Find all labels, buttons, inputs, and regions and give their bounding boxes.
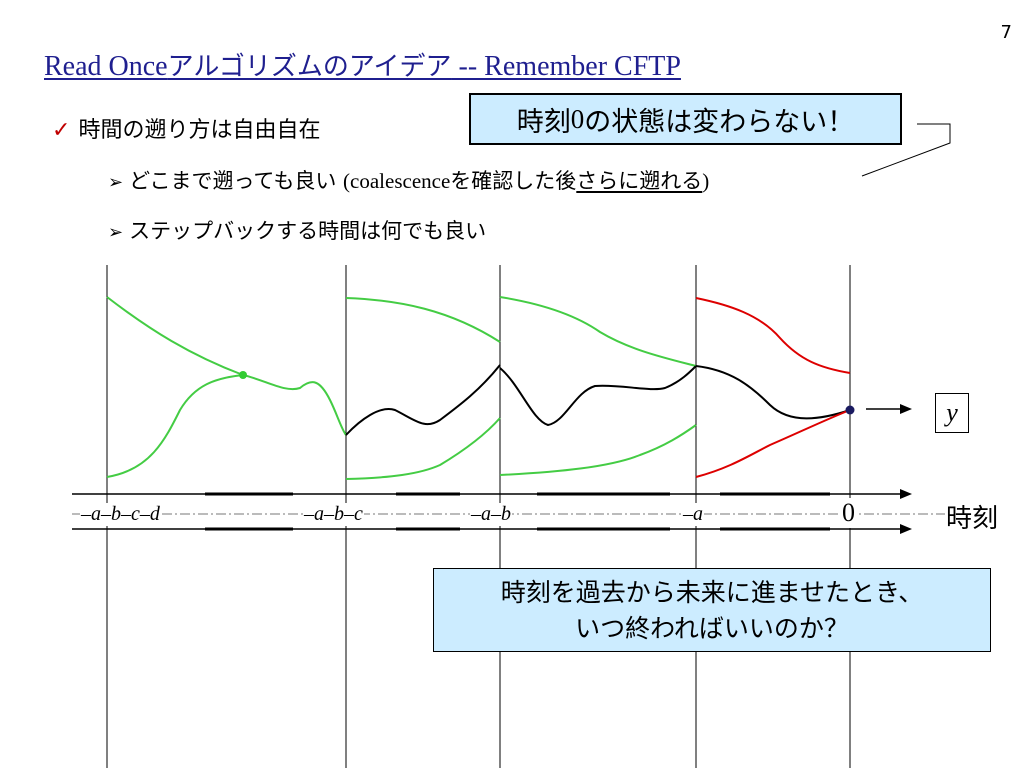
- sub-bullet-1-text-c: を確認した後: [450, 169, 577, 193]
- callout-when-to-stop: 時刻を過去から未来に進ませたとき、 いつ終わればいいのか？: [433, 568, 991, 652]
- title-suffix: -- Remember CFTP: [451, 51, 681, 82]
- trajectory-green-top-seg1: [106, 296, 244, 376]
- arrowhead-bullet-icon: ➢: [108, 222, 124, 243]
- trajectory-green-bottom-seg3: [499, 424, 697, 476]
- trajectory-green-merged-seg1: [242, 374, 347, 436]
- trajectory-red-top-seg4: [695, 297, 851, 374]
- tick-label-d: –a–b–c–d: [80, 503, 161, 526]
- callout-state-unchanged: 時刻 0 の状態は変わらない！: [469, 93, 902, 145]
- sub-bullet-1-text-b: (coalescence: [343, 169, 451, 193]
- trajectory-green-top-seg3: [499, 296, 697, 367]
- coalescence-point-green: [239, 371, 247, 379]
- title-prefix: Read Once: [44, 51, 168, 82]
- slide-title: Read Onceアルゴリズムのアイデア -- Remember CFTP: [44, 46, 681, 83]
- callout-top-zero: 0: [570, 103, 585, 134]
- trajectory-black-seg4: [695, 365, 851, 420]
- trajectory-green-bottom-seg2: [345, 417, 501, 480]
- callout-bottom-line2: いつ終わればいいのか？: [575, 614, 849, 643]
- callout-top-text-b: の状態は変わらない！: [584, 106, 855, 138]
- tick-label-c: –a–b–c: [303, 503, 364, 526]
- output-arrowhead: [900, 404, 912, 414]
- tick-label-b: –a–b: [470, 503, 512, 526]
- slide-number: 7: [1000, 22, 1012, 43]
- sub-bullet-1: ➢ どこまで遡っても良い (coalescenceを確認した後さらに遡れる): [108, 165, 709, 195]
- callout-bottom-line1: 時刻を過去から未来に進ませたとき、: [500, 578, 924, 607]
- callout-pointer-line: [861, 123, 951, 177]
- trajectory-black-seg2: [345, 364, 501, 436]
- main-bullet-text: 時間の遡り方は自由自在: [78, 118, 321, 143]
- time-axis-top-arrowhead: [900, 489, 912, 499]
- trajectory-black-seg3: [499, 365, 697, 427]
- sub-bullet-2: ➢ ステップバックする時間は何でも良い: [108, 215, 486, 245]
- trajectory-green-top-seg2: [345, 297, 501, 343]
- checkmark-icon: ✓: [52, 118, 71, 143]
- main-bullet: ✓ 時間の遡り方は自由自在: [52, 112, 320, 144]
- sub-bullet-1-text-d: ): [702, 169, 710, 193]
- sub-bullet-2-text: ステップバックする時間は何でも良い: [129, 219, 487, 243]
- sub-bullet-1-text-a: どこまで遡っても良い: [129, 169, 344, 193]
- output-y-box: y: [935, 393, 969, 433]
- callout-top-text-a: 時刻: [516, 106, 571, 138]
- time-axis-bottom-arrowhead: [900, 524, 912, 534]
- trajectory-red-bottom-seg4: [695, 409, 851, 478]
- sub-bullet-1-underlined: さらに遡れる: [576, 169, 703, 193]
- title-japanese: アルゴリズムのアイデア: [167, 52, 452, 82]
- coalescence-point-final: [845, 405, 855, 415]
- tick-label-a: –a: [682, 503, 704, 526]
- trajectory-green-bottom-seg1: [106, 374, 244, 478]
- time-axis-label: 時刻: [946, 504, 999, 534]
- arrowhead-bullet-icon: ➢: [108, 172, 124, 193]
- tick-label-zero: 0: [840, 498, 857, 528]
